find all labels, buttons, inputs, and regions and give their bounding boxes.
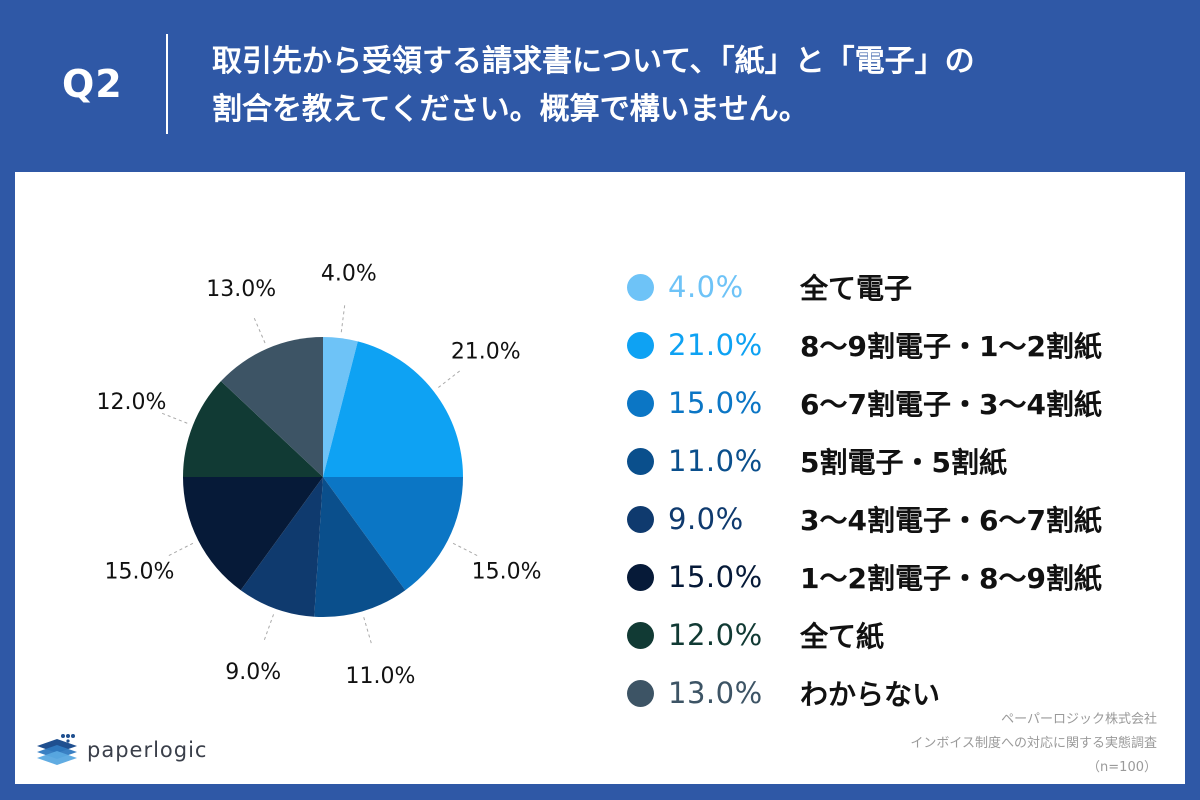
- pie-slices: [183, 337, 463, 617]
- leader-line-6: [159, 411, 188, 424]
- leader-line-2: [452, 542, 481, 558]
- pie-slice-0: [323, 337, 358, 477]
- pie-data-label-0: 4.0%: [321, 262, 377, 287]
- legend-value-7: 13.0%: [668, 676, 763, 710]
- legend-value-4: 9.0%: [668, 502, 744, 536]
- legend-swatch-7: [627, 679, 654, 707]
- legend-label-6: 全て紙: [800, 620, 885, 653]
- legend-item-1: 21.0% 8〜9割電子・1〜2割紙: [627, 316, 1167, 374]
- legend-value-1: 21.0%: [668, 328, 763, 362]
- legend-item-6: 12.0% 全て紙: [627, 606, 1167, 664]
- legend-swatch-1: [627, 331, 654, 359]
- chart-card: 4.0% 21.0% 15.0% 11.0% 9.0% 15.0% 12.0% 13.0% 4…: [15, 172, 1185, 784]
- leader-line-1: [438, 368, 463, 388]
- pie-slice-4: [240, 477, 323, 617]
- legend-label-2: 6〜7割電子・3〜4割紙: [800, 388, 1102, 421]
- pie-data-label-2: 15.0%: [472, 560, 542, 585]
- pie-data-label-7: 13.0%: [206, 277, 276, 302]
- legend-value-6: 12.0%: [668, 618, 763, 652]
- stack-logo-icon: [37, 734, 77, 765]
- legend-swatch-6: [627, 621, 654, 649]
- legend-value-5: 15.0%: [668, 560, 763, 594]
- legend-item-5: 15.0% 1〜2割電子・8〜9割紙: [627, 548, 1167, 606]
- source-survey: インボイス制度への対応に関する実態調査: [910, 736, 1157, 751]
- header: Q2 取引先から受領する請求書について、「紙」と「電子」の 割合を教えてください…: [0, 0, 1200, 170]
- paperlogic-logo: paperlogic: [33, 728, 233, 772]
- source-note: ペーパーロジック株式会社 インボイス制度への対応に関する実態調査 （n=100）: [910, 708, 1157, 780]
- pie-slice-2: [323, 477, 463, 591]
- pie-slice-6: [183, 381, 323, 477]
- legend-value-2: 15.0%: [668, 386, 763, 420]
- legend-label-0: 全て電子: [800, 272, 913, 305]
- pie-slice-1: [323, 341, 463, 477]
- legend-swatch-4: [627, 505, 654, 533]
- pie-data-label-5: 15.0%: [105, 560, 175, 585]
- question-text: 取引先から受領する請求書について、「紙」と「電子」の 割合を教えてください。概算…: [212, 44, 975, 127]
- pie-slice-7: [220, 337, 323, 477]
- legend-value-0: 4.0%: [668, 270, 744, 304]
- legend-item-3: 11.0% 5割電子・5割紙: [627, 432, 1167, 490]
- legend-swatch-2: [627, 389, 654, 417]
- legend-value-3: 11.0%: [668, 444, 763, 478]
- legend-label-4: 3〜4割電子・6〜7割紙: [800, 504, 1102, 537]
- legend-label-5: 1〜2割電子・8〜9割紙: [800, 562, 1102, 595]
- leader-line-0: [340, 302, 346, 333]
- leader-line-7: [252, 315, 266, 344]
- pie-slice-3: [314, 477, 406, 617]
- brand-name: paperlogic: [87, 738, 208, 762]
- pie-leader-lines: [159, 302, 481, 647]
- pie-data-label-6: 12.0%: [97, 390, 167, 415]
- pie-chart: 4.0% 21.0% 15.0% 11.0% 9.0% 15.0% 12.0% 13.0%: [97, 262, 542, 689]
- legend-swatch-5: [627, 563, 654, 591]
- source-company: ペーパーロジック株式会社: [1001, 712, 1157, 727]
- legend-item-2: 15.0% 6〜7割電子・3〜4割紙: [627, 374, 1167, 432]
- legend-swatch-3: [627, 447, 654, 475]
- pie-data-label-4: 9.0%: [225, 660, 281, 685]
- legend-label-3: 5割電子・5割紙: [800, 446, 1007, 479]
- leader-line-4: [262, 614, 275, 643]
- legend-swatch-0: [627, 273, 654, 301]
- pie-data-label-1: 21.0%: [451, 340, 521, 365]
- leader-line-3: [363, 617, 373, 647]
- legend-label-1: 8〜9割電子・1〜2割紙: [800, 330, 1102, 363]
- legend-item-4: 9.0% 3〜4割電子・6〜7割紙: [627, 490, 1167, 548]
- legend-label-7: わからない: [800, 678, 941, 711]
- pie-slice-5: [183, 477, 323, 591]
- pie-data-label-3: 11.0%: [346, 664, 416, 689]
- legend-item-7: 13.0% わからない: [627, 664, 1167, 722]
- source-sample: （n=100）: [1087, 760, 1157, 775]
- legend: 4.0% 全て電子 21.0% 8〜9割電子・1〜2割紙 15.0% 6〜7割電子・3〜4…: [627, 258, 1167, 722]
- legend-item-0: 4.0% 全て電子: [627, 258, 1167, 316]
- leader-line-5: [165, 542, 194, 558]
- pie-data-labels: 4.0% 21.0% 15.0% 11.0% 9.0% 15.0% 12.0% 13.0%: [97, 262, 542, 689]
- question-number: Q2: [62, 62, 123, 106]
- header-divider: [166, 34, 168, 134]
